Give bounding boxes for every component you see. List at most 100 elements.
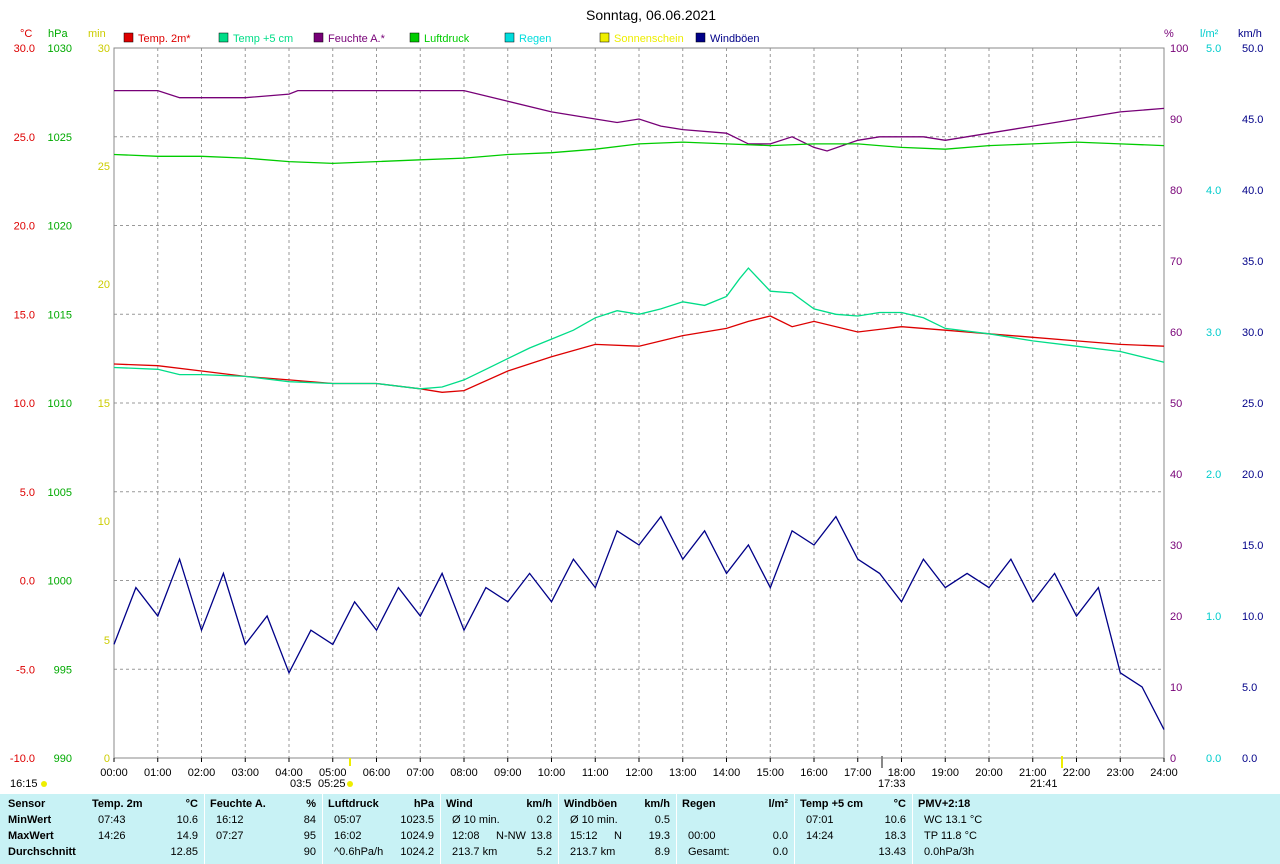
panel-cell-value: 10.6	[176, 814, 198, 826]
tick-temp-5: 5.0	[20, 487, 35, 499]
tick-humidity-3: 70	[1170, 256, 1182, 268]
panel-separator	[440, 794, 441, 864]
panel-cell-dir: N-NW	[496, 830, 526, 842]
panel-col-title-6: Temp +5 cm	[800, 798, 864, 810]
tick-rain-0: 5.0	[1206, 43, 1221, 55]
panel-cell-label: 00:00	[688, 830, 716, 842]
tick-wind-2: 40.0	[1242, 185, 1263, 197]
x-tick-label-3: 03:00	[231, 767, 259, 779]
x-tick-label-21: 21:00	[1019, 767, 1047, 779]
panel-cell-value: 0.2	[536, 814, 552, 826]
chart-background	[0, 0, 1280, 794]
panel-cell-value: 14.9	[176, 830, 198, 842]
unit-kmh: km/h	[1238, 28, 1262, 40]
x-tick-label-7: 07:00	[406, 767, 434, 779]
panel-col-title-2: Luftdruck	[328, 798, 379, 810]
x-tick-label-18: 18:00	[888, 767, 916, 779]
panel-cell-value: 10.6	[884, 814, 906, 826]
panel-cell-value: 0.5	[654, 814, 670, 826]
tick-rain-1: 4.0	[1206, 185, 1221, 197]
series-line-0	[113, 315, 1165, 393]
x-axis-ticks: 00:00 01:00 02:00 03:00 04:00 05:00 06:00 07:00…	[100, 758, 1178, 779]
panel-cell-value: 18.3	[884, 830, 906, 842]
panel-cell-label: 16:02	[334, 830, 362, 842]
axis-units: °C hPa min % l/m² km/h	[20, 28, 1262, 40]
series-line-3	[113, 141, 1165, 165]
panel-col-title-3: Wind	[446, 798, 473, 810]
tick-wind-4: 30.0	[1242, 327, 1263, 339]
legend-label-4: Regen	[519, 33, 551, 45]
stats-panel: Sensor MinWert MaxWert Durchschnitt Temp…	[0, 794, 1280, 864]
x-tick-label-17: 17:00	[844, 767, 872, 779]
sunrise-label: 05:25	[318, 778, 346, 790]
tick-humidity-6: 40	[1170, 469, 1182, 481]
unit-rain: l/m²	[1200, 28, 1219, 40]
x-tick-label-20: 20:00	[975, 767, 1003, 779]
panel-col-title-4: Windböen	[564, 798, 618, 810]
panel-cell-value: 0.0	[772, 846, 788, 858]
panel-cell-label: 07:43	[98, 814, 126, 826]
panel-col-unit-6: °C	[893, 798, 906, 810]
panel-cell-label: 0.0hPa/3h	[924, 846, 975, 858]
panel-cell-label: 14:26	[98, 830, 126, 842]
legend-label-1: Temp +5 cm	[233, 33, 293, 45]
panel-cell-value: 90	[303, 846, 316, 858]
x-tick-label-2: 02:00	[188, 767, 216, 779]
panel-cell-label: Gesamt:	[688, 846, 730, 858]
tick-wind-3: 35.0	[1242, 256, 1263, 268]
sunrise-dot-icon	[347, 781, 353, 787]
tick-sun-4: 10	[98, 516, 110, 528]
panel-col-unit-3: km/h	[526, 798, 552, 810]
y-axis-ticks: 30.025.020.015.010.05.00.0-5.0-10.010301…	[10, 43, 1264, 765]
legend-swatch-4	[504, 32, 515, 43]
panel-cell-label: 213.7 km	[452, 846, 498, 858]
panel-cell-value: 8.9	[654, 846, 670, 858]
panel-cell-value: 0.0	[772, 830, 788, 842]
tick-wind-0: 50.0	[1242, 43, 1263, 55]
legend-swatch-5	[599, 32, 610, 43]
panel-cell-label: TP 11.8 °C	[924, 830, 977, 842]
tick-sun-2: 20	[98, 279, 110, 291]
panel-cell-dir: N	[614, 830, 622, 842]
tick-pressure-6: 1000	[48, 576, 72, 588]
sun-dot-icon	[41, 781, 47, 787]
tick-pressure-2: 1020	[48, 221, 72, 233]
panel-cell-label: Ø 10 min.	[570, 814, 618, 826]
panel-cell-value: 12.85	[170, 846, 198, 858]
x-tick-label-8: 08:00	[450, 767, 478, 779]
panel-col-title-5: Regen	[682, 798, 716, 810]
panel-cell-value: 19.3	[648, 830, 670, 842]
row-label-avg: Durchschnitt	[8, 846, 76, 858]
panel-cell-label: 15:12	[570, 830, 598, 842]
panel-cell-value: 1024.2	[400, 846, 434, 858]
tick-pressure-8: 990	[54, 753, 72, 765]
tick-temp-4: 10.0	[14, 398, 35, 410]
x-tick-label-24: 24:00	[1150, 767, 1178, 779]
tick-pressure-5: 1005	[48, 487, 72, 499]
x-tick-label-16: 16:00	[800, 767, 828, 779]
tick-wind-9: 5.0	[1242, 682, 1257, 694]
row-label-min: MinWert	[8, 814, 52, 826]
x-tick-label-19: 19:00	[931, 767, 959, 779]
tick-humidity-1: 90	[1170, 114, 1182, 126]
legend-label-6: Windböen	[710, 33, 760, 45]
panel-separator	[676, 794, 677, 864]
x-tick-label-4: 04:00	[275, 767, 303, 779]
tick-rain-3: 2.0	[1206, 469, 1221, 481]
x-tick-label-11: 11:00	[582, 767, 609, 779]
panel-cell-value: 13.43	[878, 846, 906, 858]
legend-label-5: Sonnenschein	[614, 33, 684, 45]
panel-cell-label: 07:27	[216, 830, 244, 842]
legend-swatch-1	[218, 32, 229, 43]
legend: Temp. 2m* Temp +5 cm Feuchte A.* Luftdruck R…	[123, 32, 760, 45]
panel-separator	[322, 794, 323, 864]
tick-humidity-4: 60	[1170, 327, 1182, 339]
x-tick-label-9: 09:00	[494, 767, 522, 779]
series-line-4	[113, 515, 1165, 730]
tick-pressure-4: 1010	[48, 398, 72, 410]
tick-temp-3: 15.0	[14, 309, 35, 321]
tick-temp-0: 30.0	[14, 43, 35, 55]
panel-separator	[204, 794, 205, 864]
x-tick-label-12: 12:00	[625, 767, 653, 779]
tick-sun-1: 25	[98, 161, 110, 173]
